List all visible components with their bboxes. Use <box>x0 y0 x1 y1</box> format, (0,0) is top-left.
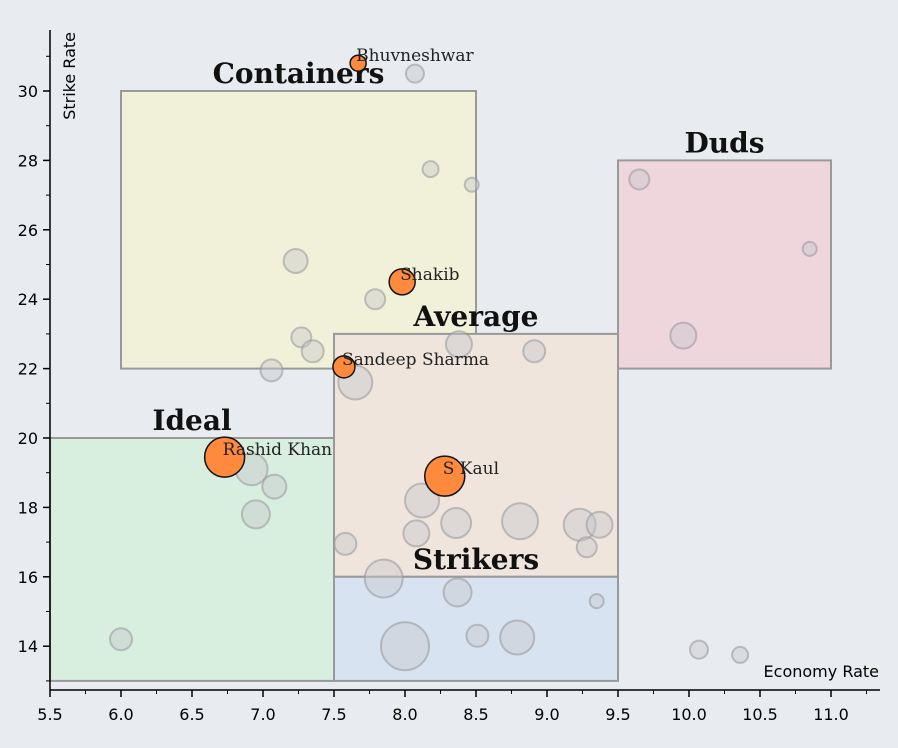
zone-average <box>333 332 619 578</box>
x-tick-label-6-0: 6.0 <box>108 705 133 724</box>
background-player-point-30 <box>628 168 651 191</box>
x-tick-label-10-5: 10.5 <box>742 705 778 724</box>
background-player-point-20 <box>585 510 614 539</box>
player-point-shakib <box>388 268 416 296</box>
player-point-sandeep-sharma <box>332 355 356 379</box>
x-tick-label-8-0: 8.0 <box>392 705 417 724</box>
background-players-layer <box>109 63 818 672</box>
background-player-point-29 <box>109 627 133 652</box>
background-player-point-5 <box>364 288 387 311</box>
x-tick-label-6-5: 6.5 <box>179 705 204 724</box>
highlighted-players-layer: Bhuvneshwar Shakib Sandeep Sharma Rashid Kh… <box>203 46 499 497</box>
zone-strikers <box>333 575 619 682</box>
y-axis-title: Strike Rate <box>60 32 79 120</box>
background-player-point-17 <box>402 519 431 548</box>
x-tick-label-5-5: 5.5 <box>37 705 62 724</box>
y-tick-label-28: 28 <box>18 151 38 170</box>
zone-ideal <box>49 437 335 682</box>
background-player-point-15 <box>404 482 441 519</box>
background-player-point-22 <box>575 536 598 559</box>
x-axis-title: Economy Rate <box>764 662 879 681</box>
background-player-point-26 <box>380 621 430 672</box>
zone-label-duds: Duds <box>685 126 765 159</box>
zone-label-strikers: Strikers <box>413 543 539 576</box>
background-player-point-27 <box>465 623 490 648</box>
background-player-point-13 <box>261 473 288 500</box>
y-tick-label-24: 24 <box>18 290 38 309</box>
y-tick-label-14: 14 <box>18 637 38 656</box>
player-label-rashid-khan: Rashid Khan <box>223 440 333 460</box>
player-label-bhuvneshwar: Bhuvneshwar <box>356 46 474 66</box>
player-label-sandeep-sharma: Sandeep Sharma <box>342 350 489 370</box>
x-tick-label-8-5: 8.5 <box>463 705 488 724</box>
background-player-point-10 <box>444 330 473 359</box>
zone-duds <box>617 159 832 370</box>
y-tick-label-18: 18 <box>18 498 38 517</box>
player-label-shakib: Shakib <box>400 265 459 285</box>
x-tick-label-11-0: 11.0 <box>813 705 849 724</box>
y-tick-label-26: 26 <box>18 221 38 240</box>
x-tick-label-10-0: 10.0 <box>671 705 707 724</box>
zone-label-ideal: Ideal <box>152 404 231 437</box>
background-player-point-25 <box>588 593 605 610</box>
x-tick-label-7-0: 7.0 <box>250 705 275 724</box>
background-player-point-24 <box>442 577 473 608</box>
zone-label-average: Average <box>413 300 539 333</box>
background-player-point-18 <box>501 502 540 541</box>
player-point-s-kaul <box>424 455 466 497</box>
player-point-bhuvneshwar <box>349 54 367 72</box>
background-player-point-16 <box>440 507 473 540</box>
x-tick-label-7-5: 7.5 <box>321 705 346 724</box>
background-player-point-2 <box>421 160 440 179</box>
player-point-rashid-khan <box>203 436 246 478</box>
y-tick-label-16: 16 <box>18 568 38 587</box>
background-player-point-32 <box>669 321 698 350</box>
y-tick-label-22: 22 <box>18 360 38 379</box>
background-player-point-1 <box>404 63 425 84</box>
background-player-point-7 <box>300 339 325 364</box>
player-label-s-kaul: S Kaul <box>443 459 499 479</box>
background-player-point-31 <box>801 240 818 257</box>
zones-layer <box>49 90 832 682</box>
background-player-point-28 <box>499 619 536 656</box>
background-player-point-4 <box>282 248 309 275</box>
background-player-point-14 <box>240 499 271 530</box>
background-player-point-11 <box>522 339 547 364</box>
background-player-point-33 <box>688 639 709 660</box>
background-player-point-8 <box>259 358 284 383</box>
x-tick-label-9-5: 9.5 <box>605 705 630 724</box>
background-player-point-34 <box>731 645 750 664</box>
y-tick-label-20: 20 <box>18 429 38 448</box>
axes-layer: 5.5 6.0 6.5 7.0 7.5 8.0 8.5 9.0 9.5 10.0 10.5 11.0 1… <box>18 30 880 724</box>
x-tick-label-9-0: 9.0 <box>534 705 559 724</box>
background-player-point-23 <box>363 558 404 599</box>
background-player-point-21 <box>333 531 358 556</box>
zone-containers <box>120 90 477 370</box>
y-tick-label-30: 30 <box>18 82 38 101</box>
background-player-point-3 <box>463 176 480 193</box>
